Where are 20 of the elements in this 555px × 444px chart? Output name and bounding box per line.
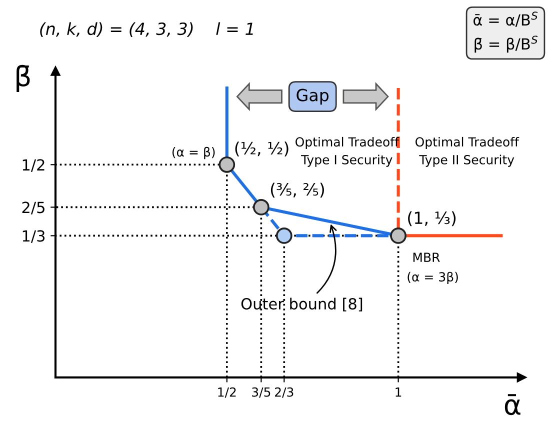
y-tick-label: 1/3: [22, 230, 45, 243]
x-axis-title: ᾱ: [504, 394, 520, 416]
y-axis-title: β̄: [16, 64, 30, 92]
annotation: MBR: [413, 252, 440, 262]
annotation: (⅗, ⅖): [270, 182, 324, 198]
annotation: Gap: [296, 88, 329, 105]
x-tick-label: 1/2: [218, 387, 236, 398]
annotation: (1, ⅓): [408, 211, 456, 226]
annotation: (α = β): [172, 146, 215, 160]
annotation: (½, ½): [235, 142, 288, 156]
x-tick-label: 3/5: [252, 387, 270, 398]
y-tick-label: 2/5: [22, 202, 44, 214]
x-tick-label: 1: [396, 388, 402, 397]
annotation: Optimal Tradeoff Type II Security: [416, 136, 520, 167]
chart-title: (n, k, d) = (4, 3, 3) l = 1: [40, 22, 253, 38]
x-tick-label: 2/3: [275, 387, 294, 398]
annotation: Outer bound [8]: [241, 298, 362, 312]
annotation: (α = 3β): [408, 272, 458, 284]
y-tick-label: 1/2: [22, 159, 44, 172]
text: ᾱ = α/B$^{S}$ β̄ = β/B$^{S}$: [474, 12, 538, 53]
